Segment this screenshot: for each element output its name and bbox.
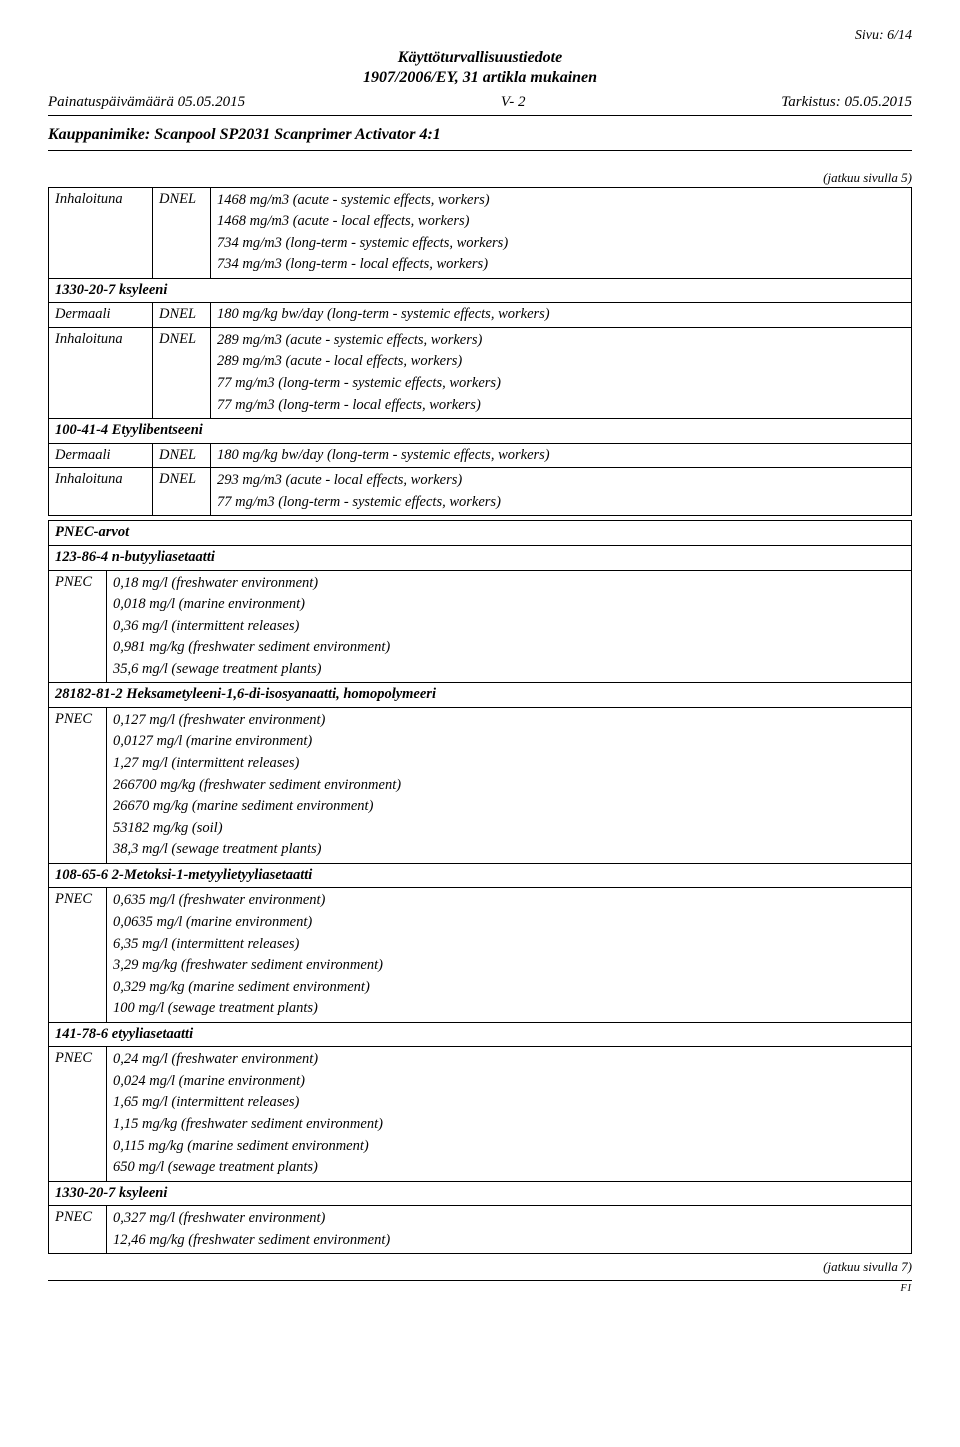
table-row: Inhaloituna DNEL 289 mg/m3 (acute - syst… xyxy=(49,327,912,418)
type-cell: PNEC xyxy=(49,1206,107,1254)
value: 650 mg/l (sewage treatment plants) xyxy=(113,1157,905,1179)
type-cell: DNEL xyxy=(153,303,211,328)
value: 0,115 mg/kg (marine sediment environment… xyxy=(113,1136,905,1158)
route-cell: Inhaloituna xyxy=(49,327,153,418)
values-cell: 0,635 mg/l (freshwater environment) 0,06… xyxy=(107,888,912,1022)
table-row: Dermaali DNEL 180 mg/kg bw/day (long-ter… xyxy=(49,443,912,468)
value: 0,0635 mg/l (marine environment) xyxy=(113,912,905,934)
value: 0,018 mg/l (marine environment) xyxy=(113,594,905,616)
value: 1468 mg/m3 (acute - systemic effects, wo… xyxy=(217,190,905,212)
footer-code: FI xyxy=(48,1280,912,1296)
value: 1468 mg/m3 (acute - local effects, worke… xyxy=(217,211,905,233)
continued-from: (jatkuu sivulla 5) xyxy=(48,169,912,187)
type-cell: DNEL xyxy=(153,468,211,516)
value: 35,6 mg/l (sewage treatment plants) xyxy=(113,659,905,681)
section-title: 28182-81-2 Heksametyleeni-1,6-di-isosyan… xyxy=(49,683,912,708)
page-number: Sivu: 6/14 xyxy=(48,28,912,44)
section-header: 100-41-4 Etyylibentseeni xyxy=(49,419,912,444)
section-header: 108-65-6 2-Metoksi-1-metyylietyyliasetaa… xyxy=(49,863,912,888)
section-header: 1330-20-7 ksyleeni xyxy=(49,278,912,303)
section-title: 1330-20-7 ksyleeni xyxy=(49,1181,912,1206)
type-cell: PNEC xyxy=(49,707,107,863)
table-row: PNEC 0,24 mg/l (freshwater environment) … xyxy=(49,1047,912,1181)
value: 0,635 mg/l (freshwater environment) xyxy=(113,890,905,912)
value: 38,3 mg/l (sewage treatment plants) xyxy=(113,839,905,861)
values-cell: 0,24 mg/l (freshwater environment) 0,024… xyxy=(107,1047,912,1181)
value: 0,981 mg/kg (freshwater sediment environ… xyxy=(113,637,905,659)
value: 0,36 mg/l (intermittent releases) xyxy=(113,616,905,638)
dnel-table: Inhaloituna DNEL 1468 mg/m3 (acute - sys… xyxy=(48,187,912,517)
value: 734 mg/m3 (long-term - local effects, wo… xyxy=(217,254,905,276)
values-cell: 0,127 mg/l (freshwater environment) 0,01… xyxy=(107,707,912,863)
value: 0,329 mg/kg (marine sediment environment… xyxy=(113,977,905,999)
route-cell: Dermaali xyxy=(49,303,153,328)
table-row: Inhaloituna DNEL 293 mg/m3 (acute - loca… xyxy=(49,468,912,516)
values-cell: 289 mg/m3 (acute - systemic effects, wor… xyxy=(211,327,912,418)
continued-to: (jatkuu sivulla 7) xyxy=(48,1258,912,1276)
type-cell: DNEL xyxy=(153,327,211,418)
value: 77 mg/m3 (long-term - systemic effects, … xyxy=(217,373,905,395)
value: 53182 mg/kg (soil) xyxy=(113,818,905,840)
value: 3,29 mg/kg (freshwater sediment environm… xyxy=(113,955,905,977)
value: 12,46 mg/kg (freshwater sediment environ… xyxy=(113,1230,905,1252)
type-cell: PNEC xyxy=(49,1047,107,1181)
value: 293 mg/m3 (acute - local effects, worker… xyxy=(217,470,905,492)
section-title: 1330-20-7 ksyleeni xyxy=(49,278,912,303)
table-row: PNEC 0,127 mg/l (freshwater environment)… xyxy=(49,707,912,863)
version: V- 2 xyxy=(501,94,526,111)
table-row: PNEC 0,18 mg/l (freshwater environment) … xyxy=(49,570,912,683)
value: 26670 mg/kg (marine sediment environment… xyxy=(113,796,905,818)
value: 289 mg/m3 (acute - systemic effects, wor… xyxy=(217,330,905,352)
route-cell: Dermaali xyxy=(49,443,153,468)
type-cell: PNEC xyxy=(49,888,107,1022)
values-cell: 293 mg/m3 (acute - local effects, worker… xyxy=(211,468,912,516)
value: 734 mg/m3 (long-term - systemic effects,… xyxy=(217,233,905,255)
product-name: Kauppanimike: Scanpool SP2031 Scanprimer… xyxy=(48,116,912,151)
value: 0,127 mg/l (freshwater environment) xyxy=(113,710,905,732)
value: 1,27 mg/l (intermittent releases) xyxy=(113,753,905,775)
value: 77 mg/m3 (long-term - local effects, wor… xyxy=(217,395,905,417)
table-row: Inhaloituna DNEL 1468 mg/m3 (acute - sys… xyxy=(49,187,912,278)
value: 0,24 mg/l (freshwater environment) xyxy=(113,1049,905,1071)
section-header: 28182-81-2 Heksametyleeni-1,6-di-isosyan… xyxy=(49,683,912,708)
value: 0,024 mg/l (marine environment) xyxy=(113,1071,905,1093)
value: 1,15 mg/kg (freshwater sediment environm… xyxy=(113,1114,905,1136)
type-cell: PNEC xyxy=(49,570,107,683)
pnec-header: PNEC-arvot xyxy=(49,521,912,546)
value: 0,18 mg/l (freshwater environment) xyxy=(113,573,905,595)
values-cell: 1468 mg/m3 (acute - systemic effects, wo… xyxy=(211,187,912,278)
pnec-header-row: PNEC-arvot xyxy=(49,521,912,546)
table-row: PNEC 0,635 mg/l (freshwater environment)… xyxy=(49,888,912,1022)
route-cell: Inhaloituna xyxy=(49,468,153,516)
revision-date: Tarkistus: 05.05.2015 xyxy=(781,94,912,111)
table-row: PNEC 0,327 mg/l (freshwater environment)… xyxy=(49,1206,912,1254)
section-header: 123-86-4 n-butyyliasetaatti xyxy=(49,545,912,570)
value: 0,327 mg/l (freshwater environment) xyxy=(113,1208,905,1230)
value: 289 mg/m3 (acute - local effects, worker… xyxy=(217,351,905,373)
section-title: 123-86-4 n-butyyliasetaatti xyxy=(49,545,912,570)
value: 100 mg/l (sewage treatment plants) xyxy=(113,998,905,1020)
table-row: Dermaali DNEL 180 mg/kg bw/day (long-ter… xyxy=(49,303,912,328)
pnec-table: PNEC-arvot 123-86-4 n-butyyliasetaatti P… xyxy=(48,520,912,1254)
value: 266700 mg/kg (freshwater sediment enviro… xyxy=(113,775,905,797)
value: 1,65 mg/l (intermittent releases) xyxy=(113,1092,905,1114)
route-cell: Inhaloituna xyxy=(49,187,153,278)
section-title: 141-78-6 etyyliasetaatti xyxy=(49,1022,912,1047)
value: 6,35 mg/l (intermittent releases) xyxy=(113,934,905,956)
section-title: 108-65-6 2-Metoksi-1-metyylietyyliasetaa… xyxy=(49,863,912,888)
values-cell: 0,18 mg/l (freshwater environment) 0,018… xyxy=(107,570,912,683)
section-header: 1330-20-7 ksyleeni xyxy=(49,1181,912,1206)
value: 77 mg/m3 (long-term - systemic effects, … xyxy=(217,492,905,514)
type-cell: DNEL xyxy=(153,187,211,278)
type-cell: DNEL xyxy=(153,443,211,468)
print-date: Painatuspäivämäärä 05.05.2015 xyxy=(48,94,245,111)
section-header: 141-78-6 etyyliasetaatti xyxy=(49,1022,912,1047)
values-cell: 0,327 mg/l (freshwater environment) 12,4… xyxy=(107,1206,912,1254)
value: 0,0127 mg/l (marine environment) xyxy=(113,731,905,753)
value: 180 mg/kg bw/day (long-term - systemic e… xyxy=(211,443,912,468)
value: 180 mg/kg bw/day (long-term - systemic e… xyxy=(211,303,912,328)
doc-title-1: Käyttöturvallisuustiedote xyxy=(48,48,912,68)
doc-title-2: 1907/2006/EY, 31 artikla mukainen xyxy=(48,68,912,88)
section-title: 100-41-4 Etyylibentseeni xyxy=(49,419,912,444)
